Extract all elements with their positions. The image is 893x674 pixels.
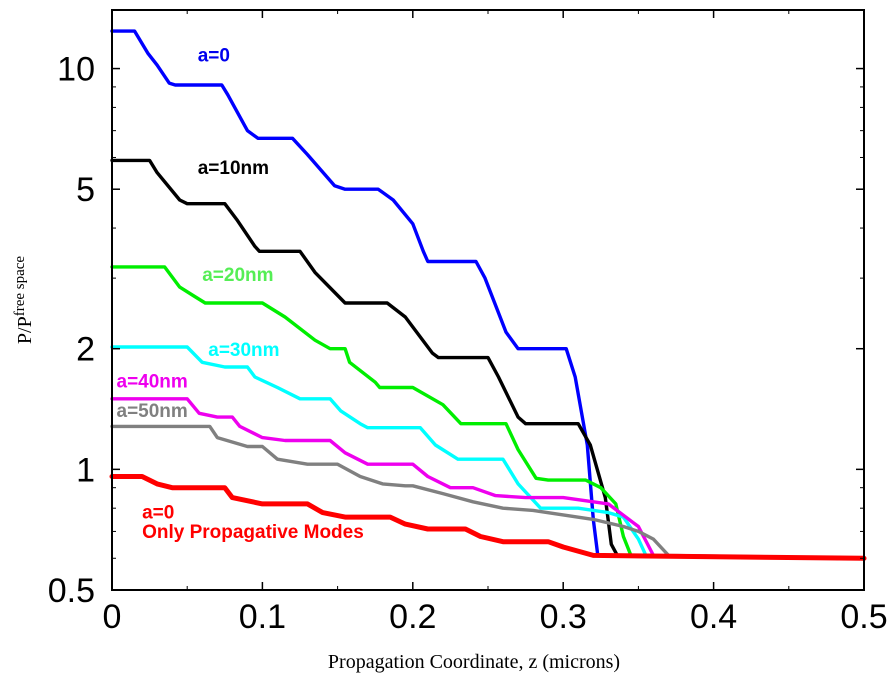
y-tick-label-2: 2 xyxy=(76,331,95,369)
series-layer xyxy=(109,29,867,561)
series-line-6 xyxy=(109,474,867,561)
y-axis-label-main: P/P xyxy=(14,316,36,344)
x-tick-label-4: 0.4 xyxy=(690,598,737,636)
series-annotation-2: a=20nm xyxy=(202,265,273,286)
series-annotation-5: a=50nm xyxy=(117,401,188,422)
ticks-layer: 0 0.1 0.2 0.3 0.4 0.5 0.5 1 2 5 10 xyxy=(48,10,888,636)
y-tick-label-0: 0.5 xyxy=(48,572,95,610)
x-tick-label-3: 0.3 xyxy=(540,598,587,636)
x-tick-label-2: 0.2 xyxy=(389,598,436,636)
x-tick-label-0: 0 xyxy=(103,598,122,636)
annotations-layer: a=0a=10nma=20nma=30nma=40nma=50nma=0Only… xyxy=(117,46,364,543)
series-line-1 xyxy=(110,158,866,560)
plot-frame xyxy=(111,9,865,591)
x-axis-label: Propagation Coordinate, z (microns) xyxy=(328,651,620,673)
series-annotation-4: a=40nm xyxy=(117,372,188,393)
x-tick-label-1: 0.1 xyxy=(239,598,286,636)
series-line-2 xyxy=(110,265,866,560)
series-annotation-6: a=0 xyxy=(142,502,174,523)
y-axis-label: P/Pfree space xyxy=(12,256,36,345)
x-tick-label-5: 0.5 xyxy=(840,598,887,636)
series-annotation-3: a=30nm xyxy=(208,340,279,361)
y-tick-label-3: 5 xyxy=(76,171,95,209)
series-annotation-1: a=10nm xyxy=(198,158,269,179)
series-annotation-7: Only Propagative Modes xyxy=(142,522,364,543)
series-line-0 xyxy=(110,29,866,560)
y-tick-label-1: 1 xyxy=(76,451,95,489)
y-axis-label-sup: free space xyxy=(12,256,28,317)
series-annotation-0: a=0 xyxy=(198,46,230,67)
y-tick-label-4: 10 xyxy=(57,51,95,89)
series-line-3 xyxy=(110,345,866,560)
series-line-5 xyxy=(110,424,866,560)
series-line-4 xyxy=(110,397,866,560)
